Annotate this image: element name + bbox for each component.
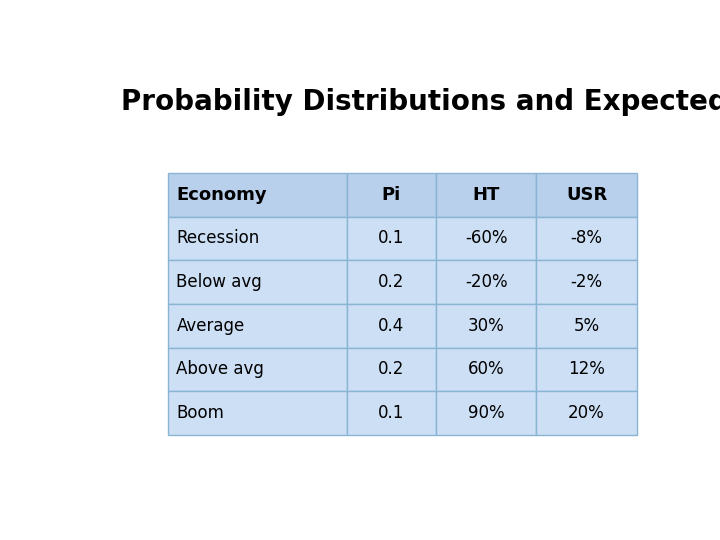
Bar — [436, 391, 536, 435]
Bar — [168, 304, 347, 348]
Bar — [168, 217, 347, 260]
Bar — [536, 348, 637, 391]
Bar — [168, 260, 347, 304]
Bar — [168, 173, 347, 217]
Text: Pi: Pi — [382, 186, 401, 204]
Bar — [168, 348, 347, 391]
Bar — [436, 304, 536, 348]
Text: Recession: Recession — [176, 230, 260, 247]
Bar — [347, 217, 436, 260]
Text: Above avg: Above avg — [176, 360, 264, 379]
Text: 0.4: 0.4 — [378, 317, 405, 335]
Text: Boom: Boom — [176, 404, 225, 422]
Text: Below avg: Below avg — [176, 273, 262, 291]
Bar — [536, 304, 637, 348]
Text: -60%: -60% — [465, 230, 508, 247]
Bar — [436, 260, 536, 304]
Text: USR: USR — [566, 186, 607, 204]
Bar — [347, 391, 436, 435]
Bar — [347, 304, 436, 348]
Text: 5%: 5% — [574, 317, 600, 335]
Bar — [168, 391, 347, 435]
Bar — [347, 260, 436, 304]
Text: 0.2: 0.2 — [378, 360, 405, 379]
Text: 12%: 12% — [568, 360, 605, 379]
Text: Average: Average — [176, 317, 245, 335]
Text: HT: HT — [472, 186, 500, 204]
Text: -8%: -8% — [571, 230, 603, 247]
Bar — [436, 173, 536, 217]
Bar — [536, 217, 637, 260]
Bar — [436, 217, 536, 260]
Text: 20%: 20% — [568, 404, 605, 422]
Bar — [347, 348, 436, 391]
Bar — [536, 391, 637, 435]
Text: 90%: 90% — [468, 404, 505, 422]
Text: 0.1: 0.1 — [378, 404, 405, 422]
Bar — [536, 173, 637, 217]
Text: Economy: Economy — [176, 186, 267, 204]
Text: Probability Distributions and Expected Returns: Probability Distributions and Expected R… — [121, 87, 720, 116]
Bar — [347, 173, 436, 217]
Bar — [536, 260, 637, 304]
Text: 30%: 30% — [468, 317, 505, 335]
Text: 0.2: 0.2 — [378, 273, 405, 291]
Bar — [436, 348, 536, 391]
Text: 0.1: 0.1 — [378, 230, 405, 247]
Text: -20%: -20% — [465, 273, 508, 291]
Text: -2%: -2% — [570, 273, 603, 291]
Text: 60%: 60% — [468, 360, 505, 379]
